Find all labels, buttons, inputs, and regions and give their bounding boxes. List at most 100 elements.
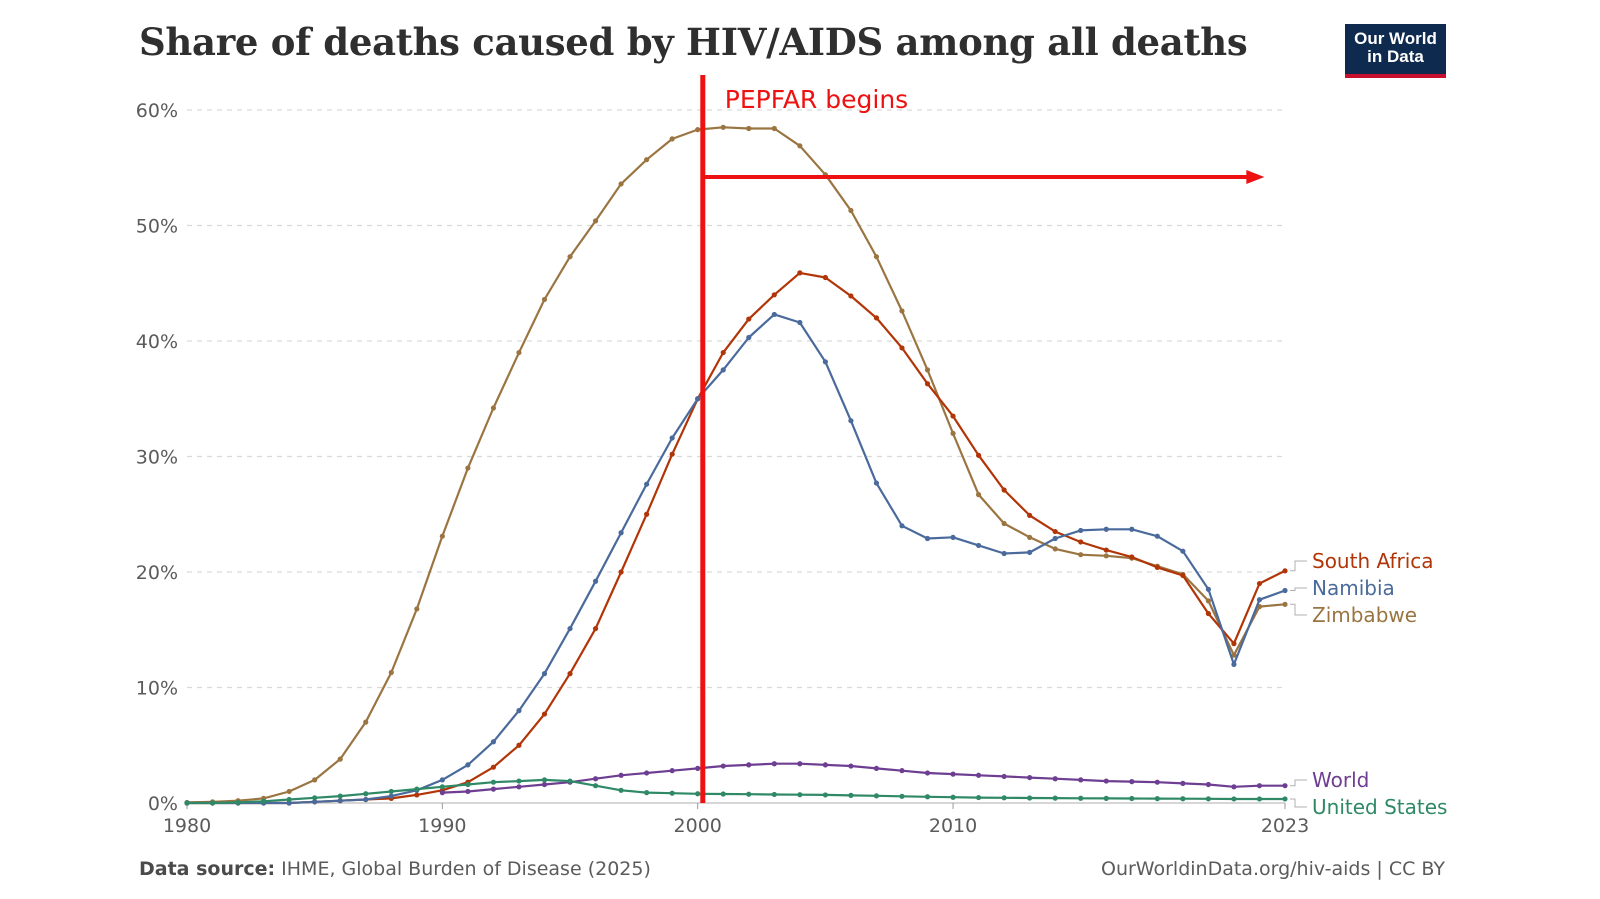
data-point-zimbabwe (975, 492, 982, 498)
data-source-text: IHME, Global Burden of Disease (2025) (275, 858, 651, 880)
data-point-namibia (797, 319, 803, 326)
data-point-south-africa (822, 274, 828, 281)
data-point-world (797, 761, 803, 767)
data-point-world (1180, 780, 1186, 786)
legend-connector (1290, 779, 1307, 787)
data-point-south-africa (1129, 554, 1135, 560)
owid-logo[interactable]: Our World in Data (1345, 24, 1446, 78)
data-point-namibia (541, 671, 548, 677)
data-point-namibia (1103, 526, 1109, 532)
data-point-namibia (669, 435, 675, 441)
data-point-united-states (1027, 795, 1033, 801)
data-source: Data source: IHME, Global Burden of Dise… (139, 858, 651, 880)
data-point-united-states (1256, 796, 1263, 802)
data-point-zimbabwe (286, 788, 292, 795)
y-tick-label: 50% (136, 216, 178, 238)
data-point-zimbabwe (1027, 534, 1033, 540)
data-point-united-states (337, 793, 343, 799)
data-point-namibia (567, 625, 573, 632)
data-point-world (465, 788, 471, 795)
x-tick-label: 2010 (929, 815, 977, 837)
data-point-united-states (414, 786, 420, 792)
data-point-world (746, 762, 752, 768)
data-point-south-africa (1103, 547, 1109, 553)
source-url-link[interactable]: OurWorldinData.org/hiv-aids | CC BY (1101, 858, 1445, 880)
data-point-namibia (822, 359, 828, 365)
data-point-world (669, 768, 675, 774)
data-point-south-africa (1154, 564, 1160, 570)
data-point-namibia (1205, 586, 1211, 592)
data-point-zimbabwe (618, 181, 624, 187)
data-point-zimbabwe (567, 254, 573, 260)
data-point-namibia (771, 311, 777, 318)
data-point-united-states (797, 792, 803, 798)
data-point-zimbabwe (363, 719, 369, 725)
data-point-world (1078, 777, 1084, 783)
x-tick-label: 2023 (1261, 815, 1309, 837)
data-point-united-states (439, 784, 445, 790)
y-tick-label: 60% (136, 100, 178, 122)
data-point-united-states (899, 793, 905, 799)
data-point-south-africa (541, 711, 548, 717)
data-point-united-states (618, 787, 624, 793)
data-point-south-africa (720, 349, 726, 356)
data-point-south-africa (592, 625, 599, 632)
data-point-world (1052, 776, 1058, 782)
y-tick-label: 10% (136, 678, 178, 700)
series-line-namibia (187, 313, 1286, 805)
data-point-zimbabwe (669, 136, 675, 142)
legend-connector (1290, 587, 1307, 591)
data-point-united-states (1103, 795, 1109, 801)
data-point-world (592, 776, 599, 782)
data-point-namibia (1027, 549, 1033, 555)
data-point-namibia (1180, 548, 1186, 554)
data-point-united-states (644, 790, 650, 796)
data-point-world (822, 762, 828, 768)
data-point-namibia (439, 777, 445, 783)
data-point-south-africa (1282, 568, 1288, 574)
data-point-zimbabwe (516, 349, 522, 356)
data-point-world (695, 765, 701, 771)
data-point-zimbabwe (465, 465, 471, 471)
logo-line-1: Our World (1354, 29, 1437, 48)
x-tick-label: 1990 (418, 815, 466, 837)
data-point-united-states (924, 794, 931, 800)
data-point-united-states (1282, 796, 1288, 802)
data-point-united-states (567, 778, 573, 784)
data-point-south-africa (618, 569, 624, 575)
data-point-world (1154, 779, 1160, 785)
legend-connector (1290, 603, 1307, 616)
data-point-zimbabwe (1052, 546, 1058, 552)
series-line-world (442, 762, 1285, 794)
data-point-zimbabwe (1231, 652, 1237, 658)
data-point-world (618, 772, 624, 778)
data-point-south-africa (950, 413, 956, 419)
data-point-namibia (618, 530, 624, 536)
data-point-world (873, 765, 880, 771)
data-point-united-states (209, 800, 216, 806)
data-point-namibia (1282, 587, 1288, 594)
y-tick-label: 40% (136, 331, 178, 353)
series-line-zimbabwe (186, 126, 1286, 804)
data-point-united-states (1052, 795, 1058, 801)
data-point-namibia (337, 798, 343, 804)
data-point-zimbabwe (439, 533, 445, 539)
data-point-south-africa (1180, 572, 1186, 579)
data-point-south-africa (1027, 512, 1033, 519)
data-point-namibia (975, 542, 982, 549)
legend-connector (1290, 798, 1307, 808)
data-point-world (975, 772, 982, 778)
data-point-zimbabwe (720, 124, 726, 130)
data-point-namibia (516, 708, 522, 714)
data-point-namibia (1052, 535, 1058, 542)
data-point-united-states (771, 791, 777, 798)
data-point-namibia (1256, 597, 1263, 603)
data-point-south-africa (516, 742, 522, 748)
data-point-namibia (899, 523, 905, 529)
data-point-world (516, 784, 522, 790)
data-point-zimbabwe (644, 157, 650, 163)
data-point-namibia (1154, 533, 1160, 539)
data-point-namibia (924, 535, 931, 542)
data-point-world (1027, 774, 1033, 781)
data-point-world (644, 770, 650, 776)
